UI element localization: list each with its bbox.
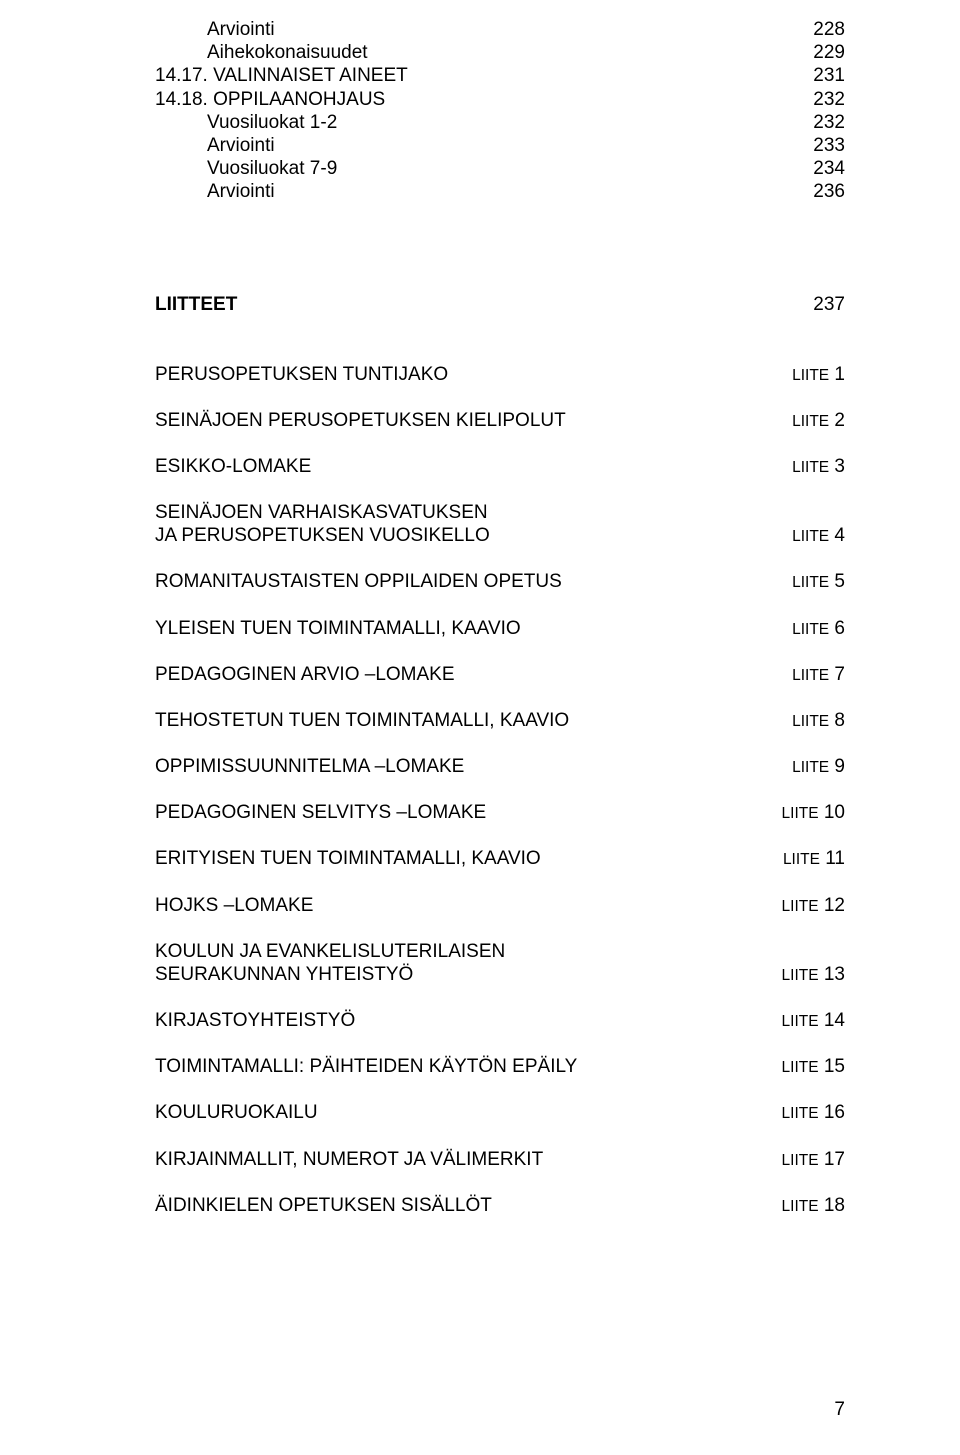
liite-row: ROMANITAUSTAISTEN OPPILAIDEN OPETUS LIIT…	[155, 570, 845, 593]
toc-row: 14.17. VALINNAISET AINEET 231	[155, 64, 845, 87]
toc-page: 229	[813, 41, 845, 64]
liite-label: KIRJASTOYHTEISTYÖ	[155, 1009, 782, 1032]
liite-label: ESIKKO-LOMAKE	[155, 455, 792, 478]
liite-value: LIITE 8	[792, 709, 845, 732]
liite-label-line1: SEINÄJOEN VARHAISKASVATUKSEN	[155, 501, 845, 524]
liite-value: LIITE 13	[782, 963, 845, 986]
liite-row: SEINÄJOEN VARHAISKASVATUKSEN JA PERUSOPE…	[155, 501, 845, 547]
liite-row: YLEISEN TUEN TOIMINTAMALLI, KAAVIO LIITE…	[155, 617, 845, 640]
toc-page: 231	[813, 64, 845, 87]
liite-value: LIITE 9	[792, 755, 845, 778]
liite-label: OPPIMISSUUNNITELMA –LOMAKE	[155, 755, 792, 778]
toc-page: 228	[813, 18, 845, 41]
liite-row: OPPIMISSUUNNITELMA –LOMAKE LIITE 9	[155, 755, 845, 778]
liite-list: PERUSOPETUKSEN TUNTIJAKO LIITE 1 SEINÄJO…	[155, 363, 845, 1217]
liite-value: LIITE 3	[792, 455, 845, 478]
liite-label: PERUSOPETUKSEN TUNTIJAKO	[155, 363, 792, 386]
toc-label: Vuosiluokat 1-2	[207, 111, 813, 134]
liite-row: HOJKS –LOMAKE LIITE 12	[155, 894, 845, 917]
liite-label: PEDAGOGINEN ARVIO –LOMAKE	[155, 663, 792, 686]
liite-label: YLEISEN TUEN TOIMINTAMALLI, KAAVIO	[155, 617, 792, 640]
liite-value: LIITE 2	[792, 409, 845, 432]
liitteet-title-page: 237	[813, 293, 845, 316]
liite-row: KIRJAINMALLIT, NUMEROT JA VÄLIMERKIT LII…	[155, 1148, 845, 1171]
liite-value: LIITE 16	[782, 1101, 845, 1124]
liite-row: TOIMINTAMALLI: PÄIHTEIDEN KÄYTÖN EPÄILY …	[155, 1055, 845, 1078]
liite-row: TEHOSTETUN TUEN TOIMINTAMALLI, KAAVIO LI…	[155, 709, 845, 732]
toc-label: Arviointi	[207, 134, 813, 157]
liite-value: LIITE 7	[792, 663, 845, 686]
liite-label: ERITYISEN TUEN TOIMINTAMALLI, KAAVIO	[155, 847, 783, 870]
toc-row: Arviointi 236	[155, 180, 845, 203]
liite-label: ROMANITAUSTAISTEN OPPILAIDEN OPETUS	[155, 570, 792, 593]
toc-row: 14.18. OPPILAANOHJAUS 232	[155, 88, 845, 111]
liite-label: KOULURUOKAILU	[155, 1101, 782, 1124]
toc-section: Arviointi 228 Aihekokonaisuudet 229 14.1…	[155, 18, 845, 203]
liite-label: ÄIDINKIELEN OPETUKSEN SISÄLLÖT	[155, 1194, 782, 1217]
toc-row: Aihekokonaisuudet 229	[155, 41, 845, 64]
liite-label: PEDAGOGINEN SELVITYS –LOMAKE	[155, 801, 782, 824]
liite-value: LIITE 1	[792, 363, 845, 386]
liite-value: LIITE 18	[782, 1194, 845, 1217]
liite-row: SEINÄJOEN PERUSOPETUKSEN KIELIPOLUT LIIT…	[155, 409, 845, 432]
toc-row: Vuosiluokat 1-2 232	[155, 111, 845, 134]
toc-page: 236	[813, 180, 845, 203]
liite-row: PEDAGOGINEN SELVITYS –LOMAKE LIITE 10	[155, 801, 845, 824]
liite-row: KIRJASTOYHTEISTYÖ LIITE 14	[155, 1009, 845, 1032]
liite-value: LIITE 11	[783, 847, 845, 870]
liite-value: LIITE 12	[782, 894, 845, 917]
liite-row: ESIKKO-LOMAKE LIITE 3	[155, 455, 845, 478]
toc-label: Arviointi	[207, 18, 813, 41]
liite-row: ÄIDINKIELEN OPETUKSEN SISÄLLÖT LIITE 18	[155, 1194, 845, 1217]
liite-row: ERITYISEN TUEN TOIMINTAMALLI, KAAVIO LII…	[155, 847, 845, 870]
liite-label: TEHOSTETUN TUEN TOIMINTAMALLI, KAAVIO	[155, 709, 792, 732]
toc-page: 233	[813, 134, 845, 157]
liite-row: KOULURUOKAILU LIITE 16	[155, 1101, 845, 1124]
liite-value: LIITE 4	[792, 524, 845, 547]
page-number: 7	[834, 1398, 845, 1421]
liite-row: PEDAGOGINEN ARVIO –LOMAKE LIITE 7	[155, 663, 845, 686]
toc-row: Arviointi 228	[155, 18, 845, 41]
toc-label: Vuosiluokat 7-9	[207, 157, 813, 180]
toc-label: 14.17. VALINNAISET AINEET	[155, 64, 813, 87]
liitteet-title-row: LIITTEET 237	[155, 293, 845, 316]
liite-label: TOIMINTAMALLI: PÄIHTEIDEN KÄYTÖN EPÄILY	[155, 1055, 782, 1078]
liite-label-line1: KOULUN JA EVANKELISLUTERILAISEN	[155, 940, 845, 963]
toc-row: Arviointi 233	[155, 134, 845, 157]
toc-label: 14.18. OPPILAANOHJAUS	[155, 88, 813, 111]
liite-label-line2: SEURAKUNNAN YHTEISTYÖ	[155, 963, 782, 986]
liite-label: HOJKS –LOMAKE	[155, 894, 782, 917]
spacer	[155, 203, 845, 293]
liite-row: KOULUN JA EVANKELISLUTERILAISEN SEURAKUN…	[155, 940, 845, 986]
toc-label: Aihekokonaisuudet	[207, 41, 813, 64]
toc-page: 234	[813, 157, 845, 180]
spacer	[155, 317, 845, 363]
liite-label: SEINÄJOEN PERUSOPETUKSEN KIELIPOLUT	[155, 409, 792, 432]
toc-row: Vuosiluokat 7-9 234	[155, 157, 845, 180]
liite-value: LIITE 10	[782, 801, 845, 824]
toc-page: 232	[813, 111, 845, 134]
liite-value: LIITE 15	[782, 1055, 845, 1078]
liite-value: LIITE 17	[782, 1148, 845, 1171]
liite-row: PERUSOPETUKSEN TUNTIJAKO LIITE 1	[155, 363, 845, 386]
liite-value: LIITE 5	[792, 570, 845, 593]
toc-page: 232	[813, 88, 845, 111]
liite-label: KIRJAINMALLIT, NUMEROT JA VÄLIMERKIT	[155, 1148, 782, 1171]
liite-value: LIITE 6	[792, 617, 845, 640]
liitteet-title: LIITTEET	[155, 293, 237, 316]
liite-value: LIITE 14	[782, 1009, 845, 1032]
toc-label: Arviointi	[207, 180, 813, 203]
liite-label-line2: JA PERUSOPETUKSEN VUOSIKELLO	[155, 524, 792, 547]
